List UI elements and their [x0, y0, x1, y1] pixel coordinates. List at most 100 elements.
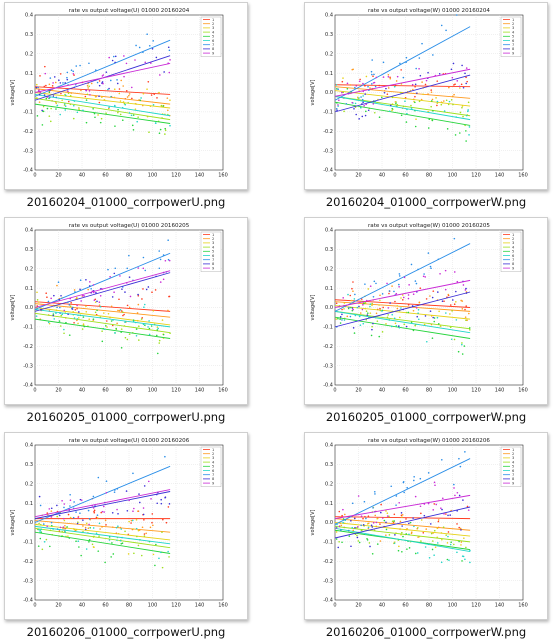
- data-point: [465, 76, 467, 79]
- data-point: [350, 545, 352, 548]
- file-name-label: 20160205_01000_corrpowerW.png: [325, 410, 527, 424]
- fit-line: [334, 291, 471, 328]
- data-point: [406, 486, 408, 489]
- legend-label: 1: [512, 233, 514, 237]
- data-point: [447, 531, 450, 533]
- data-point: [48, 83, 51, 86]
- data-point: [404, 100, 406, 103]
- data-point: [400, 307, 402, 309]
- fit-line: [34, 103, 171, 124]
- legend-label: 2: [512, 22, 514, 26]
- data-point: [85, 99, 88, 101]
- legend-label: 6: [512, 39, 515, 43]
- data-point: [112, 55, 115, 58]
- data-point: [138, 325, 140, 328]
- scatter-chart: rate vs output voltage(U) 01000 20160205…: [10, 223, 228, 394]
- data-point: [142, 288, 144, 290]
- data-point: [415, 282, 418, 285]
- data-point: [403, 323, 406, 326]
- series-7: [34, 33, 171, 99]
- data-point: [108, 56, 110, 59]
- y-tick-label: -0.4: [323, 598, 333, 604]
- data-point: [423, 514, 426, 517]
- data-point: [355, 113, 357, 116]
- data-point: [160, 104, 163, 107]
- data-point: [125, 89, 128, 92]
- fit-line: [34, 62, 171, 93]
- data-point: [359, 312, 362, 314]
- data-point: [410, 321, 413, 324]
- image-thumbnail[interactable]: rate vs output voltage(U) 01000 20160206…: [4, 432, 248, 620]
- image-thumbnail[interactable]: rate vs output voltage(U) 01000 20160205…: [4, 217, 248, 405]
- thumbnail-item[interactable]: rate vs output voltage(U) 01000 20160204…: [0, 0, 272, 212]
- data-point: [141, 298, 143, 300]
- data-point: [348, 529, 350, 532]
- data-point: [444, 269, 447, 272]
- data-point: [335, 84, 338, 86]
- image-thumbnail[interactable]: rate vs output voltage(W) 01000 20160205…: [304, 217, 548, 405]
- data-point: [386, 282, 388, 285]
- data-point: [335, 302, 338, 305]
- fit-line: [34, 272, 171, 312]
- data-point: [76, 522, 79, 525]
- data-point: [450, 338, 453, 341]
- data-point: [387, 87, 390, 89]
- data-point: [462, 284, 465, 286]
- data-point: [113, 272, 116, 275]
- thumbnail-item[interactable]: rate vs output voltage(W) 01000 20160205…: [300, 215, 557, 427]
- data-point: [339, 322, 342, 324]
- data-point: [117, 525, 119, 527]
- data-point: [422, 275, 425, 278]
- data-point: [58, 298, 61, 301]
- data-point: [41, 548, 44, 551]
- legend-box: [200, 446, 222, 487]
- data-point: [122, 85, 125, 87]
- data-point: [373, 111, 376, 114]
- data-point: [431, 296, 434, 299]
- y-tick-label: -0.4: [323, 383, 333, 389]
- thumbnail-item[interactable]: rate vs output voltage(W) 01000 20160206…: [300, 430, 557, 642]
- data-point: [117, 108, 119, 111]
- data-point: [356, 306, 359, 309]
- image-thumbnail[interactable]: rate vs output voltage(U) 01000 20160204…: [4, 2, 248, 190]
- data-point: [155, 334, 158, 337]
- data-point: [97, 476, 100, 479]
- data-point: [433, 503, 436, 505]
- data-point: [159, 74, 161, 76]
- thumbnail-item[interactable]: rate vs output voltage(W) 01000 20160204…: [300, 0, 557, 212]
- data-point: [150, 498, 152, 500]
- data-point: [461, 64, 463, 67]
- data-point: [429, 295, 431, 297]
- image-thumbnail[interactable]: rate vs output voltage(W) 01000 20160204…: [304, 2, 548, 190]
- data-point: [352, 327, 355, 329]
- data-point: [414, 552, 417, 555]
- data-point: [45, 292, 47, 295]
- data-point: [383, 519, 386, 522]
- data-point: [395, 504, 397, 506]
- data-point: [388, 292, 390, 295]
- data-point: [430, 532, 433, 535]
- data-point: [59, 526, 62, 529]
- data-point: [123, 313, 125, 316]
- data-point: [373, 491, 376, 493]
- data-point: [156, 329, 159, 331]
- data-point: [98, 84, 101, 87]
- data-point: [398, 326, 401, 329]
- data-point: [61, 313, 64, 316]
- data-point: [401, 525, 403, 527]
- data-point: [407, 297, 410, 300]
- data-point: [378, 304, 380, 306]
- data-point: [420, 540, 422, 542]
- legend-label: 1: [512, 18, 514, 22]
- data-point: [427, 472, 430, 474]
- data-point: [134, 108, 137, 110]
- thumbnail-item[interactable]: rate vs output voltage(U) 01000 20160206…: [0, 430, 272, 642]
- data-point: [135, 519, 138, 521]
- thumbnail-item[interactable]: rate vs output voltage(U) 01000 20160205…: [0, 215, 272, 427]
- x-tick-label: 20: [55, 388, 61, 394]
- data-point: [116, 508, 118, 511]
- data-point: [445, 99, 448, 102]
- data-point: [405, 56, 408, 59]
- image-thumbnail[interactable]: rate vs output voltage(W) 01000 20160206…: [304, 432, 548, 620]
- data-point: [104, 561, 106, 564]
